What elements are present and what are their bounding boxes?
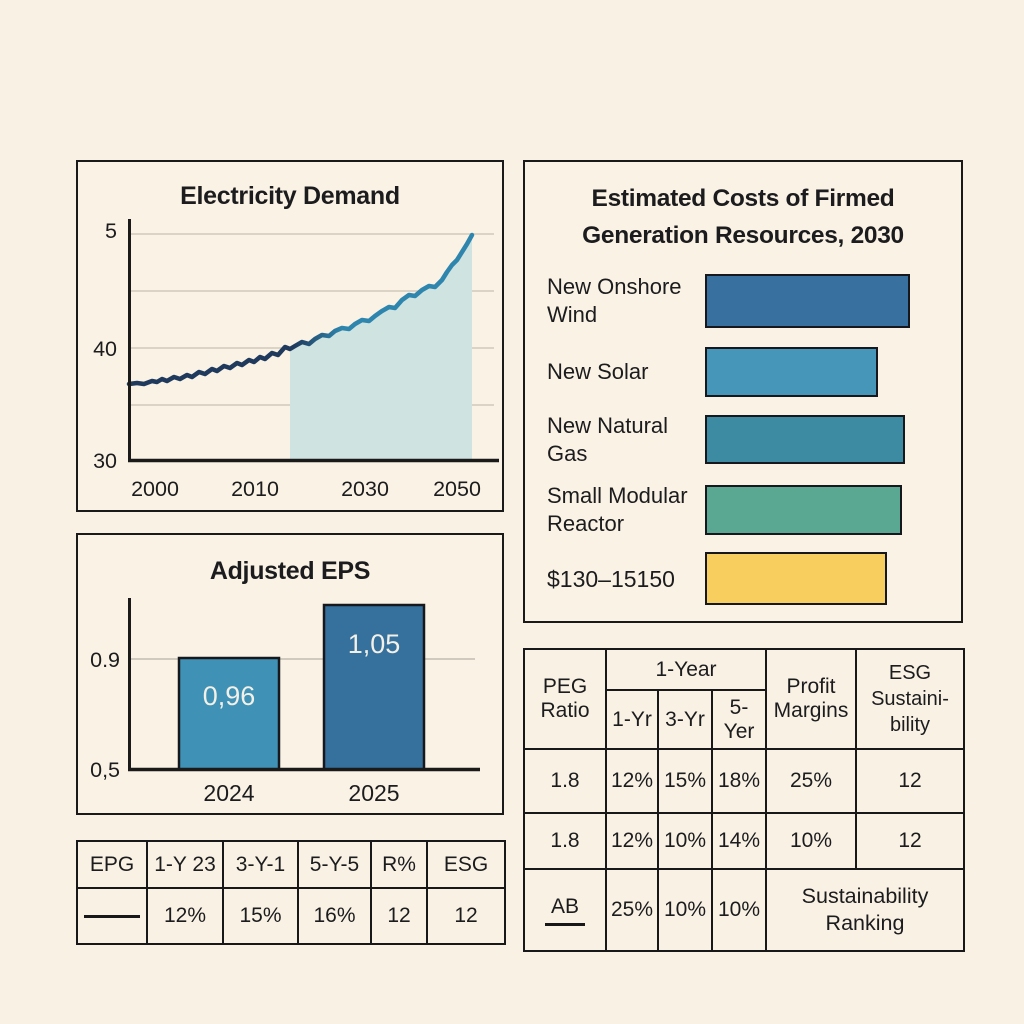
cost-label-solar: New Solar bbox=[547, 359, 649, 384]
ab-underline bbox=[545, 922, 585, 926]
cost-label-natural-gas: New Natural Gas bbox=[547, 412, 669, 466]
peg-row3-1yr: 25% bbox=[605, 868, 659, 952]
peg-row3-ab: AB bbox=[550, 894, 579, 918]
peg-row1-margin: 25% bbox=[765, 748, 857, 814]
projection-shaded-area bbox=[290, 235, 472, 459]
eps-value-2024: 0,96 bbox=[203, 681, 256, 711]
firmed-costs-panel: Estimated Costs of Firmed Generation Res… bbox=[523, 160, 963, 623]
firmed-costs-title: Estimated Costs of Firmed Generation Res… bbox=[525, 180, 961, 254]
electricity-demand-chart: 5 40 30 2000 2010 2030 2050 bbox=[93, 219, 499, 501]
y-tick-top: 5 bbox=[105, 219, 117, 243]
peg-row2-esg: 12 bbox=[855, 812, 965, 870]
peg-header-profit-margins: Profit Margins bbox=[765, 648, 857, 750]
epg-header-esg: ESG bbox=[426, 840, 506, 889]
peg-header-ratio: PEG Ratio bbox=[523, 648, 607, 750]
epg-header-3y: 3-Y-1 bbox=[222, 840, 299, 889]
epg-header-epg: EPG bbox=[76, 840, 148, 889]
cost-row-cost-range: $130–15150 bbox=[525, 552, 961, 605]
peg-row3-3yr: 10% bbox=[657, 868, 713, 952]
cost-label-cost-range: $130–15150 bbox=[547, 565, 675, 592]
epg-cell-dash bbox=[76, 887, 148, 945]
cost-bar-smr bbox=[705, 485, 902, 535]
peg-row2-1yr: 12% bbox=[605, 812, 659, 870]
peg-header-esg-sustainability: ESG Sustaini- bility bbox=[855, 648, 965, 750]
peg-row1-ratio: 1.8 bbox=[523, 748, 607, 814]
cost-label-smr: Small Modular Reactor bbox=[547, 483, 688, 536]
firmed-costs-title-line2: Generation Resources, 2030 bbox=[582, 222, 904, 249]
cost-label-onshore-wind: New Onshore Wind bbox=[547, 274, 682, 327]
dash-symbol bbox=[84, 914, 140, 918]
x-tick-2050: 2050 bbox=[433, 477, 481, 501]
x-tick-2030: 2030 bbox=[341, 477, 389, 501]
epg-cell-3y: 15% bbox=[222, 887, 299, 945]
epg-cell-1y: 12% bbox=[146, 887, 224, 945]
eps-y-tick-05: 0,5 bbox=[90, 758, 120, 782]
cost-row-solar: New Solar bbox=[525, 347, 961, 397]
peg-subheader-5yr: 5-Yer bbox=[711, 689, 767, 750]
epg-cell-esg: 12 bbox=[426, 887, 506, 945]
peg-row1-3yr: 15% bbox=[657, 748, 713, 814]
epg-header-1y: 1-Y 23 bbox=[146, 840, 224, 889]
epg-metrics-table: EPG 1-Y 23 3-Y-1 5-Y-5 R% ESG 12% 15% 16… bbox=[76, 840, 506, 945]
cost-row-smr: Small Modular Reactor bbox=[525, 483, 961, 536]
cost-row-onshore-wind: New Onshore Wind bbox=[525, 274, 961, 328]
peg-row3-5yr: 10% bbox=[711, 868, 767, 952]
adjusted-eps-chart: 0,96 1,05 0.9 0,5 2024 2025 bbox=[90, 598, 480, 806]
peg-row2-margin: 10% bbox=[765, 812, 857, 870]
eps-y-tick-09: 0.9 bbox=[90, 648, 120, 672]
epg-header-5y: 5-Y-5 bbox=[297, 840, 372, 889]
eps-value-2025: 1,05 bbox=[348, 629, 401, 659]
cost-bar-onshore-wind bbox=[705, 274, 910, 328]
adjusted-eps-panel: Adjusted EPS 0,96 1,05 0.9 0,5 2024 2025 bbox=[76, 533, 504, 815]
cost-bar-solar bbox=[705, 347, 878, 397]
firmed-costs-title-line1: Estimated Costs of Firmed bbox=[591, 185, 895, 212]
peg-row2-ratio: 1.8 bbox=[523, 812, 607, 870]
y-tick-mid: 40 bbox=[93, 337, 117, 361]
epg-cell-r: 12 bbox=[370, 887, 428, 945]
peg-row3-label: AB bbox=[523, 868, 607, 952]
epg-cell-5y: 16% bbox=[297, 887, 372, 945]
epg-header-r: R% bbox=[370, 840, 428, 889]
y-tick-bottom: 30 bbox=[93, 449, 117, 473]
eps-bar-2025 bbox=[322, 603, 426, 771]
eps-bar-2024 bbox=[177, 656, 281, 771]
peg-row1-5yr: 18% bbox=[711, 748, 767, 814]
cost-row-natural-gas: New Natural Gas bbox=[525, 412, 961, 466]
peg-row1-1yr: 12% bbox=[605, 748, 659, 814]
peg-subheader-3yr: 3-Yr bbox=[657, 689, 713, 750]
x-tick-2010: 2010 bbox=[231, 477, 279, 501]
eps-x-tick-2025: 2025 bbox=[348, 780, 399, 806]
eps-x-tick-2024: 2024 bbox=[203, 780, 254, 806]
cost-bar-cost-range bbox=[705, 552, 887, 605]
electricity-demand-panel: Electricity Demand 5 40 30 2000 2010 203… bbox=[76, 160, 504, 512]
peg-row2-3yr: 10% bbox=[657, 812, 713, 870]
peg-row3-sustainability-ranking: Sustainability Ranking bbox=[765, 868, 965, 952]
peg-header-1year-group: 1-Year bbox=[605, 648, 767, 691]
peg-ratio-table: PEG Ratio 1-Year Profit Margins ESG Sust… bbox=[523, 648, 965, 952]
demand-line bbox=[126, 232, 475, 387]
adjusted-eps-title: Adjusted EPS bbox=[209, 557, 371, 585]
electricity-demand-title: Electricity Demand bbox=[180, 182, 400, 210]
peg-row2-5yr: 14% bbox=[711, 812, 767, 870]
x-tick-2000: 2000 bbox=[131, 477, 179, 501]
peg-row1-esg: 12 bbox=[855, 748, 965, 814]
cost-bar-natural-gas bbox=[705, 415, 905, 464]
peg-subheader-1yr: 1-Yr bbox=[605, 689, 659, 750]
